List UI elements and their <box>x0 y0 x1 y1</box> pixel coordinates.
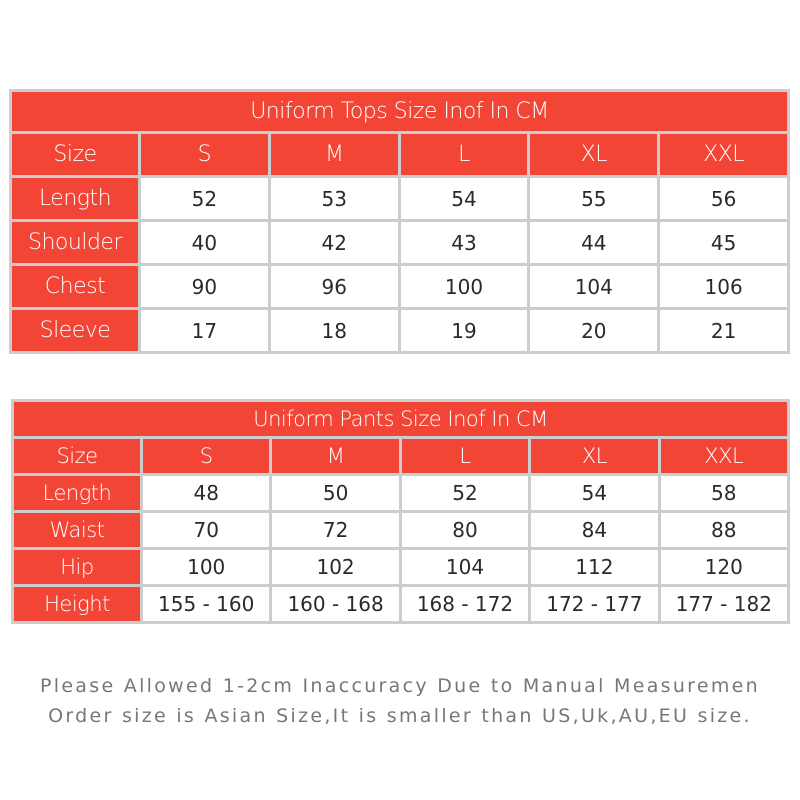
tops-header-row: Size S M L XL XXL <box>12 134 787 175</box>
value-cell: 100 <box>400 266 528 307</box>
table-row: Sleeve 17 18 19 20 21 <box>12 310 787 351</box>
value-cell: 53 <box>270 178 398 219</box>
header-cell: Size <box>14 439 140 473</box>
value-cell: 104 <box>530 266 658 307</box>
value-cell: 55 <box>530 178 658 219</box>
value-cell: 54 <box>400 178 528 219</box>
value-cell: 102 <box>272 550 399 584</box>
table-row: Height 155 - 160 160 - 168 168 - 172 172 - 1… <box>14 587 787 621</box>
value-cell: 168 - 172 <box>401 587 529 621</box>
value-cell: 96 <box>270 266 398 307</box>
value-cell: 104 <box>401 550 529 584</box>
value-cell: 112 <box>531 550 658 584</box>
value-cell: 58 <box>660 476 787 510</box>
header-cell: S <box>143 439 270 473</box>
value-cell: 155 - 160 <box>143 587 270 621</box>
accuracy-note: Please Allowed 1-2cm Inaccuracy Due to M… <box>39 675 761 697</box>
row-label: Shoulder <box>12 222 138 263</box>
value-cell: 50 <box>272 476 399 510</box>
table-row: Chest 90 96 100 104 106 <box>12 266 787 307</box>
row-label: Height <box>14 587 140 621</box>
value-cell: 70 <box>143 513 270 547</box>
value-cell: 20 <box>530 310 658 351</box>
value-cell: 44 <box>530 222 658 263</box>
header-cell: Size <box>12 134 138 175</box>
value-cell: 45 <box>660 222 787 263</box>
header-cell: M <box>272 439 399 473</box>
table-row: Waist 70 72 80 84 88 <box>14 513 787 547</box>
pants-header-row: Size S M L XL XXL <box>14 439 787 473</box>
row-label: Sleeve <box>12 310 138 351</box>
value-cell: 40 <box>141 222 268 263</box>
value-cell: 54 <box>531 476 658 510</box>
table-row: Shoulder 40 42 43 44 45 <box>12 222 787 263</box>
value-cell: 17 <box>141 310 268 351</box>
tops-size-table: Uniform Tops Size Inof In CM Size S M L … <box>9 89 790 354</box>
header-cell: L <box>401 439 529 473</box>
value-cell: 177 - 182 <box>660 587 787 621</box>
header-cell: XXL <box>660 134 787 175</box>
value-cell: 72 <box>272 513 399 547</box>
value-cell: 172 - 177 <box>531 587 658 621</box>
header-cell: XXL <box>660 439 787 473</box>
header-cell: L <box>400 134 528 175</box>
header-cell: XL <box>530 134 658 175</box>
row-label: Waist <box>14 513 140 547</box>
pants-table-title: Uniform Pants Size Inof In CM <box>14 402 787 436</box>
row-label: Length <box>12 178 138 219</box>
value-cell: 120 <box>660 550 787 584</box>
table-row: Length 52 53 54 55 56 <box>12 178 787 219</box>
value-cell: 106 <box>660 266 787 307</box>
value-cell: 90 <box>141 266 268 307</box>
value-cell: 88 <box>660 513 787 547</box>
value-cell: 19 <box>400 310 528 351</box>
value-cell: 80 <box>401 513 529 547</box>
value-cell: 48 <box>143 476 270 510</box>
table-row: Length 48 50 52 54 58 <box>14 476 787 510</box>
value-cell: 21 <box>660 310 787 351</box>
value-cell: 84 <box>531 513 658 547</box>
row-label: Chest <box>12 266 138 307</box>
asian-size-note: Order size is Asian Size,It is smaller t… <box>48 705 752 727</box>
value-cell: 43 <box>400 222 528 263</box>
pants-size-table: Uniform Pants Size Inof In CM Size S M L… <box>11 399 790 624</box>
value-cell: 52 <box>401 476 529 510</box>
value-cell: 56 <box>660 178 787 219</box>
table-row: Hip 100 102 104 112 120 <box>14 550 787 584</box>
header-cell: S <box>141 134 268 175</box>
row-label: Length <box>14 476 140 510</box>
value-cell: 42 <box>270 222 398 263</box>
value-cell: 52 <box>141 178 268 219</box>
value-cell: 100 <box>143 550 270 584</box>
header-cell: XL <box>531 439 658 473</box>
value-cell: 160 - 168 <box>272 587 399 621</box>
value-cell: 18 <box>270 310 398 351</box>
header-cell: M <box>270 134 398 175</box>
row-label: Hip <box>14 550 140 584</box>
tops-table-title: Uniform Tops Size Inof In CM <box>12 92 787 131</box>
